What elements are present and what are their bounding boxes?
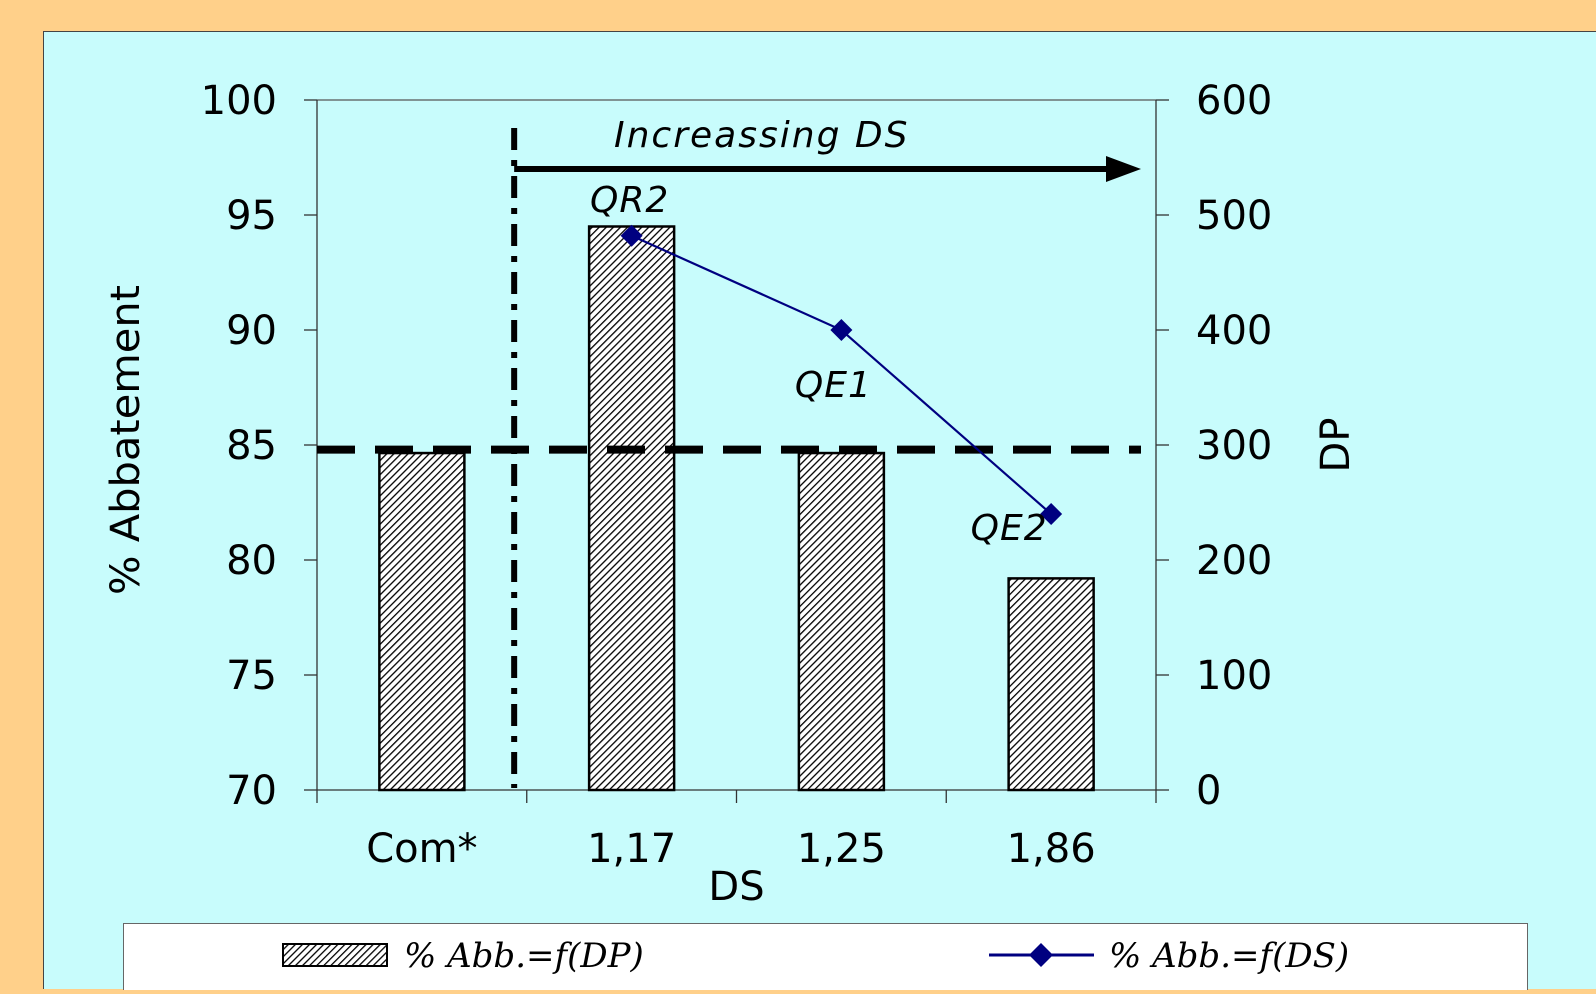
y-tick-label: 85 (226, 423, 277, 469)
bars (378, 225, 1095, 792)
annotation-increasing-ds: Increassing DS (614, 115, 909, 156)
y-tick-label: 75 (226, 653, 277, 699)
x-tick-label: 1,25 (797, 826, 886, 872)
legend-label-bar: % Abb.=f(DP) (404, 936, 644, 976)
legend-label-line: % Abb.=f(DS) (1109, 936, 1349, 976)
arrow-head (1106, 156, 1141, 182)
line-point (620, 224, 643, 247)
x-tick-label: Com* (366, 826, 477, 872)
annotation-qr2: QR2 (590, 180, 669, 221)
x-axis-title: DS (708, 864, 764, 910)
legend: % Abb.=f(DP) % Abb.=f(DS) (123, 923, 1528, 990)
y-tick-label: 95 (226, 193, 277, 239)
y2-tick-label: 300 (1196, 423, 1272, 469)
labels: Increassing DS QR2 QE1 QE2 (590, 115, 1048, 549)
y-tick-label: 80 (226, 538, 277, 584)
y2-tick-label: 600 (1196, 78, 1272, 124)
y-tick-label: 70 (226, 768, 277, 814)
y-axis-title: % Abbatement (103, 285, 149, 595)
x-tick-label: 1,17 (587, 826, 676, 872)
line-point (1040, 503, 1063, 525)
y2-tick-label: 100 (1196, 653, 1272, 699)
legend-swatch-bar (282, 943, 388, 967)
overlays (317, 128, 1141, 788)
bar (378, 451, 466, 792)
y-tick-label: 100 (201, 78, 277, 124)
legend-graphic: % Abb.=f(DP) % Abb.=f(DS) (282, 936, 1349, 976)
axes: 70 75 80 85 90 95 100 0 100 200 300 400 500 600 Com* 1,… (103, 78, 1359, 910)
x-tick-label: 1,86 (1007, 826, 1096, 872)
chart: 70 75 80 85 90 95 100 0 100 200 300 400 500 600 Com* 1,… (103, 78, 1359, 910)
chart-panel: 70 75 80 85 90 95 100 0 100 200 300 400 500 600 Com* 1,… (43, 31, 1596, 990)
line-point (830, 319, 853, 341)
bar (587, 225, 676, 792)
y2-tick-label: 0 (1196, 768, 1221, 814)
bar (797, 451, 886, 792)
bar (1007, 577, 1095, 792)
annotation-qe1: QE1 (795, 365, 872, 406)
y2-tick-label: 200 (1196, 538, 1272, 584)
line-series (620, 224, 1063, 525)
legend-swatch-marker (1029, 943, 1053, 967)
y2-axis-title: DP (1313, 418, 1359, 473)
y-tick-label: 90 (226, 308, 277, 354)
annotation-qe2: QE2 (971, 508, 1048, 549)
y2-tick-label: 500 (1196, 193, 1272, 239)
y2-tick-label: 400 (1196, 308, 1272, 354)
